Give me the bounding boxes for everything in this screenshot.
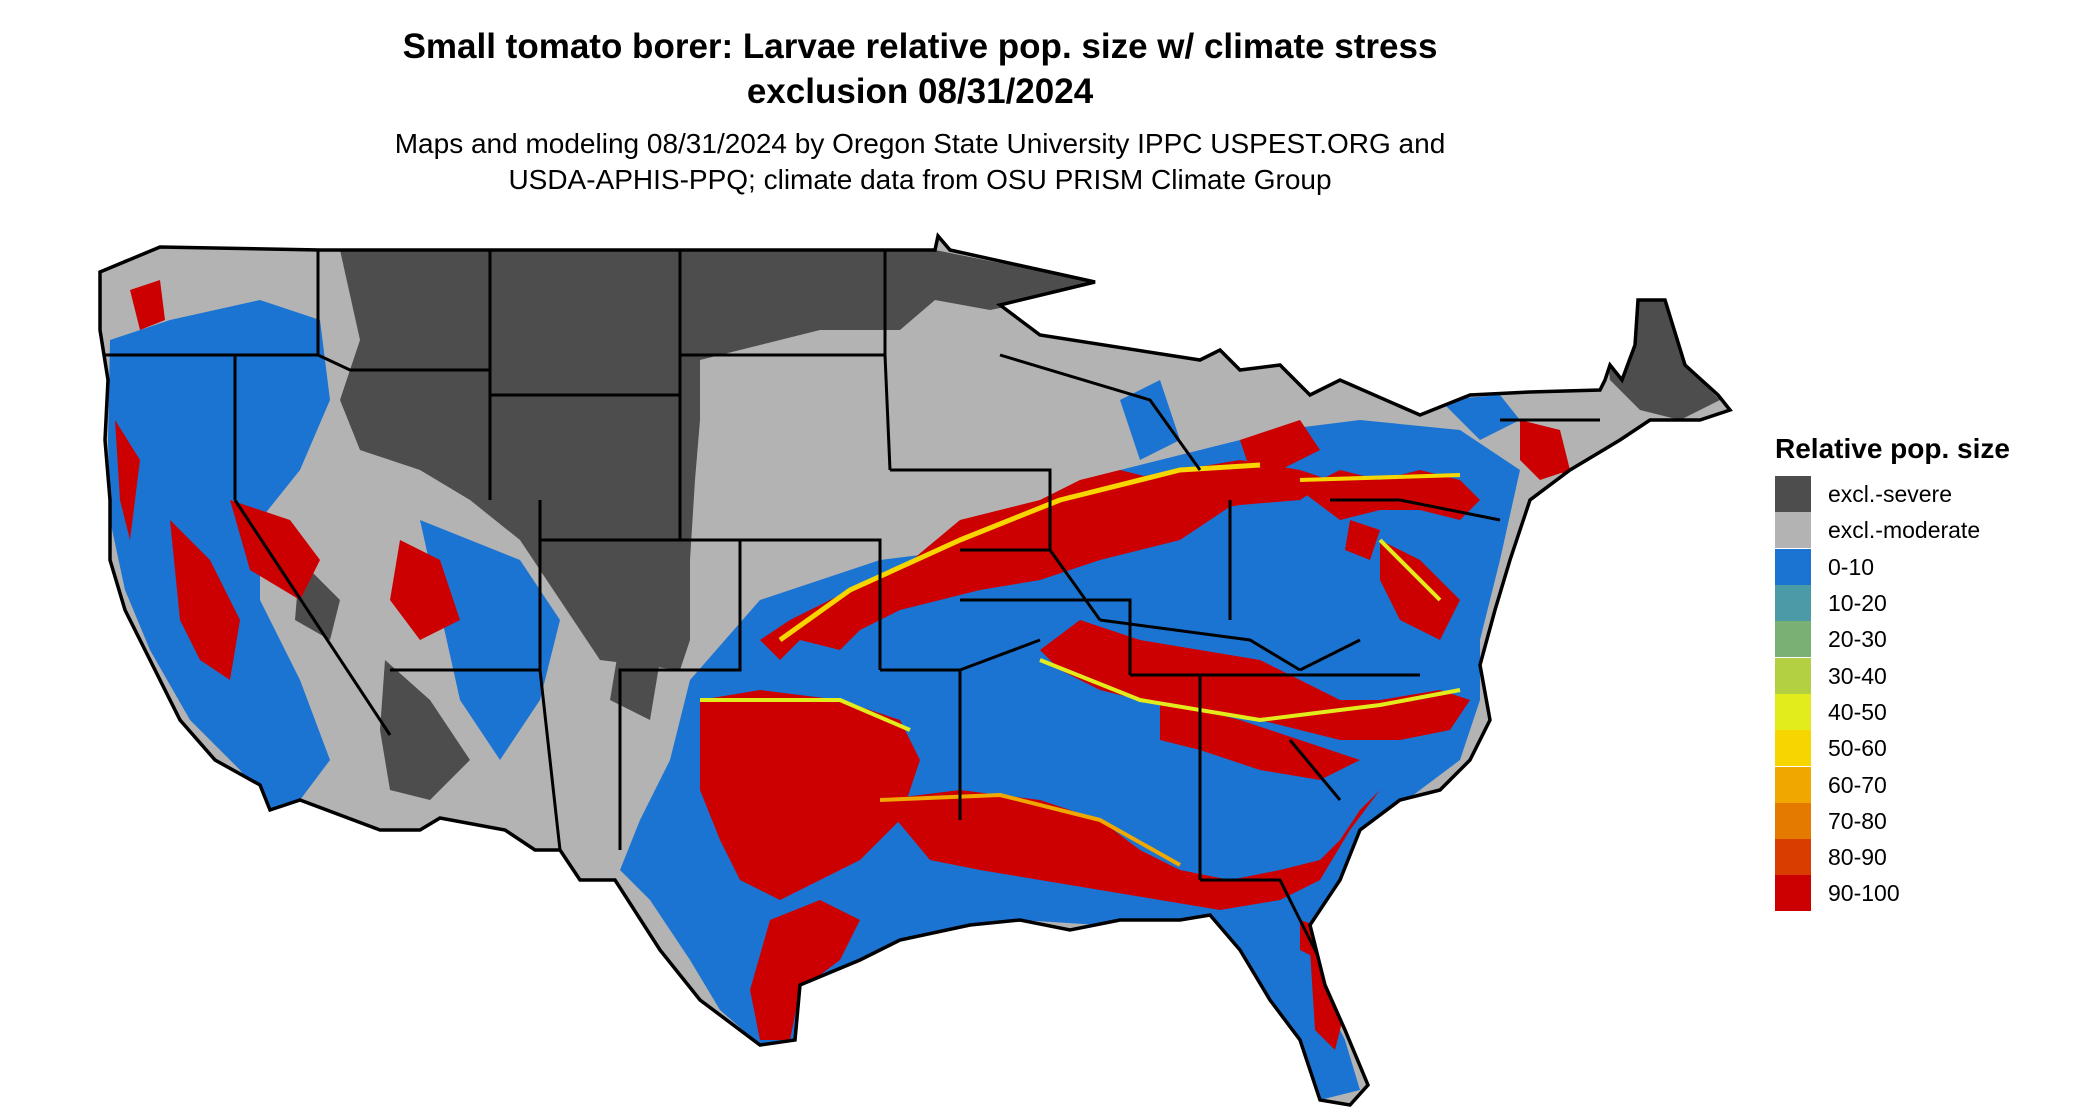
legend-label: 0-10 (1828, 553, 1875, 580)
legend-item: 10-20 (1775, 585, 2085, 622)
legend: Relative pop. size excl.-severe excl.-mod… (1775, 432, 2085, 912)
legend-items: excl.-severe excl.-moderate 0-10 10-20 20-30… (1775, 476, 2085, 912)
legend-swatch (1775, 585, 1811, 622)
legend-label: excl.-severe (1828, 481, 1952, 508)
legend-label: 90-100 (1828, 880, 1900, 907)
legend-swatch (1775, 802, 1811, 839)
legend-label: 30-40 (1828, 662, 1887, 689)
legend-label: excl.-moderate (1828, 517, 1981, 544)
legend-item: 90-100 (1775, 875, 2085, 912)
zones-transition (700, 462, 1461, 867)
legend-item: excl.-moderate (1775, 512, 2085, 549)
legend-item: 0-10 (1775, 548, 2085, 585)
map-title: Small tomato borer: Larvae relative pop.… (300, 24, 1540, 114)
legend-item: 60-70 (1775, 766, 2085, 803)
legend-swatch (1775, 693, 1811, 730)
legend-swatch (1775, 476, 1811, 513)
map-subtitle-line-1: Maps and modeling 08/31/2024 by Oregon S… (394, 128, 1446, 159)
legend-swatch (1775, 657, 1811, 694)
legend-label: 80-90 (1828, 844, 1887, 871)
legend-label: 10-20 (1828, 590, 1887, 617)
legend-item: 50-60 (1775, 730, 2085, 767)
map-title-line-2: exclusion 08/31/2024 (746, 72, 1094, 111)
legend-label: 70-80 (1828, 807, 1887, 834)
legend-swatch (1775, 548, 1811, 585)
legend-label: 50-60 (1828, 735, 1887, 762)
legend-item: 70-80 (1775, 802, 2085, 839)
legend-item: 80-90 (1775, 839, 2085, 876)
map-subtitle: Maps and modeling 08/31/2024 by Oregon S… (300, 126, 1540, 198)
state-borders (100, 250, 1600, 961)
legend-item: 30-40 (1775, 657, 2085, 694)
legend-swatch (1775, 730, 1811, 767)
map-title-line-1: Small tomato borer: Larvae relative pop.… (402, 27, 1438, 66)
legend-swatch (1775, 766, 1811, 803)
legend-swatch (1775, 875, 1811, 912)
legend-label: 20-30 (1828, 626, 1887, 653)
legend-swatch (1775, 839, 1811, 876)
legend-swatch (1775, 512, 1811, 549)
legend-label: 60-70 (1828, 771, 1887, 798)
legend-item: excl.-severe (1775, 476, 2085, 513)
map-subtitle-line-2: USDA-APHIS-PPQ; climate data from OSU PR… (508, 164, 1332, 195)
legend-label: 40-50 (1828, 698, 1887, 725)
legend-swatch (1775, 621, 1811, 658)
legend-item: 40-50 (1775, 693, 2085, 730)
legend-title: Relative pop. size (1775, 433, 2010, 464)
zones-90-100 (115, 280, 1650, 1050)
legend-item: 20-30 (1775, 621, 2085, 658)
